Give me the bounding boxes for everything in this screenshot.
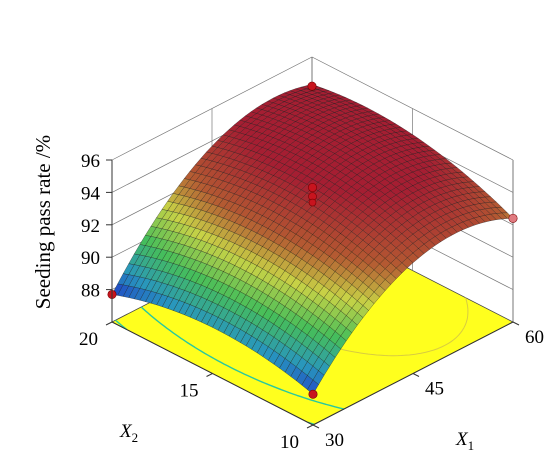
design-point: [308, 389, 318, 399]
x2-tick: [206, 373, 213, 377]
floor-contour: [140, 306, 345, 410]
x2-axis-label: X2: [119, 421, 138, 445]
x1-tick-label: 45: [425, 379, 444, 400]
x2-tick: [306, 424, 314, 429]
z-tick-label: 94: [81, 183, 101, 204]
x2-label-sub: 2: [132, 430, 139, 445]
x1-tick: [312, 424, 320, 429]
surface-cell: [307, 379, 319, 395]
design-point: [307, 81, 317, 91]
x2-tick-label: 10: [280, 432, 299, 453]
x2-tick-label: 15: [180, 381, 199, 402]
axes: [105, 159, 520, 429]
x2-tick-label: 20: [79, 329, 98, 350]
surface-mesh: [111, 84, 514, 395]
design-point: [508, 213, 518, 223]
tick-labels: 88 90 92 94 96 30 45 60 10 15 20: [79, 151, 544, 453]
x2-tick: [105, 321, 113, 326]
x1-tick: [512, 321, 520, 326]
z-tick-label: 88: [81, 281, 100, 302]
x1-label-sub: 1: [468, 438, 475, 453]
z-tick-label: 96: [81, 151, 100, 172]
z-gridline: [111, 56, 514, 161]
x1-tick: [412, 373, 420, 377]
x1-label-main: X: [455, 429, 469, 450]
z-tick-label: 92: [81, 216, 100, 237]
x1-tick-label: 60: [525, 327, 544, 348]
x2-label-main: X: [119, 421, 133, 442]
z-axis-label: Seeding pass rate /%: [31, 135, 55, 309]
x1-axis-label: X1: [455, 429, 474, 453]
x1-tick-label: 30: [325, 430, 344, 451]
design-point: [307, 183, 317, 193]
z-tick-label: 90: [81, 248, 100, 269]
design-point: [308, 198, 317, 207]
